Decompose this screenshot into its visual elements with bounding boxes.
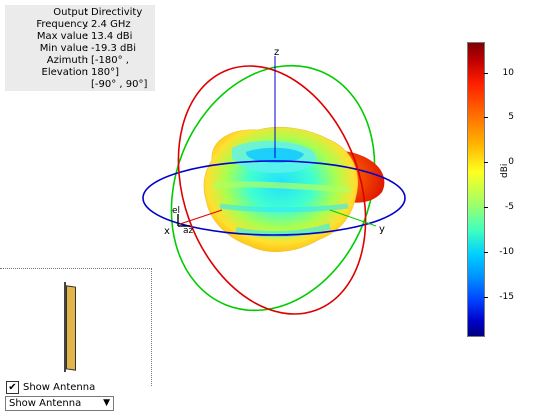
pattern-info-panel: Output : Directivity Frequency : 2.4 GHz… <box>5 5 155 91</box>
checkmark-icon: ✔ <box>8 381 17 393</box>
info-row-elevation: Elevation : 180°] <box>5 67 155 79</box>
info-colon: : <box>85 67 89 78</box>
info-elevation-range: [-90° , 90°] <box>91 79 148 90</box>
yz-plane-ring <box>170 64 376 312</box>
colorbar-tick-label: 10 <box>502 68 514 78</box>
info-value: Directivity <box>91 7 143 18</box>
info-value: [-180° , <box>91 55 129 66</box>
info-row-max: Max value : 13.4 dBi <box>5 31 155 43</box>
colorbar <box>467 42 485 337</box>
colorbar-tick-label: -10 <box>499 247 514 257</box>
info-key: Frequency <box>36 19 88 30</box>
info-row-azimuth: Azimuth : [-180° , <box>5 55 155 67</box>
colorbar-tick <box>484 252 488 253</box>
colorbar-unit-label: dBi <box>500 163 510 178</box>
info-value: 13.4 dBi <box>91 31 133 42</box>
x-axis-label: x <box>164 226 170 237</box>
antenna-preview-panel <box>0 268 152 386</box>
colorbar-tick-label: -15 <box>499 292 514 302</box>
azimuth-plane-ring <box>142 160 406 236</box>
info-colon: : <box>85 19 89 30</box>
x-axis-line <box>179 209 223 225</box>
az-label: az <box>183 226 194 236</box>
show-antenna-toggle[interactable]: ✔ Show Antenna <box>6 381 95 394</box>
show-antenna-label: Show Antenna <box>23 382 96 393</box>
antenna-edge <box>64 282 66 372</box>
xz-plane-ring <box>177 65 367 315</box>
info-colon: : <box>85 55 89 66</box>
colorbar-tick <box>484 207 488 208</box>
info-key: Output <box>53 7 88 18</box>
info-key: Max value <box>36 31 88 42</box>
info-row-output: Output : Directivity <box>5 7 155 19</box>
info-key: Min value <box>39 43 88 54</box>
info-value: 2.4 GHz <box>91 19 131 30</box>
info-value: -19.3 dBi <box>91 43 137 54</box>
y-axis-line <box>329 209 377 227</box>
colorbar-tick <box>484 73 488 74</box>
colorbar-tick-label: 0 <box>508 157 514 167</box>
info-key: Elevation <box>41 67 88 78</box>
el-label: el <box>172 206 180 216</box>
info-value: 180°] <box>91 67 119 78</box>
info-colon: : <box>85 31 89 42</box>
radiation-pattern-surface <box>203 126 385 252</box>
colorbar-tick-label: -5 <box>505 202 514 212</box>
dropdown-selected-value: Show Antenna <box>9 398 82 409</box>
info-colon: : <box>85 7 89 18</box>
y-axis-label: y <box>379 224 385 235</box>
colorbar-tick <box>484 297 488 298</box>
info-row-min: Min value : -19.3 dBi <box>5 43 155 55</box>
colorbar-tick-label: 5 <box>508 112 514 122</box>
info-colon: : <box>85 43 89 54</box>
z-axis-label: z <box>274 47 279 58</box>
antenna-element-icon <box>66 285 76 371</box>
show-antenna-checkbox[interactable]: ✔ <box>6 381 19 394</box>
colorbar-tick <box>484 162 488 163</box>
info-row-frequency: Frequency : 2.4 GHz <box>5 19 155 31</box>
antenna-view-dropdown[interactable]: Show Antenna ▼ <box>5 396 114 411</box>
colorbar-tick <box>484 117 488 118</box>
orientation-triad: el az <box>172 206 194 236</box>
chevron-down-icon: ▼ <box>103 398 110 408</box>
info-key: Azimuth <box>46 55 88 66</box>
